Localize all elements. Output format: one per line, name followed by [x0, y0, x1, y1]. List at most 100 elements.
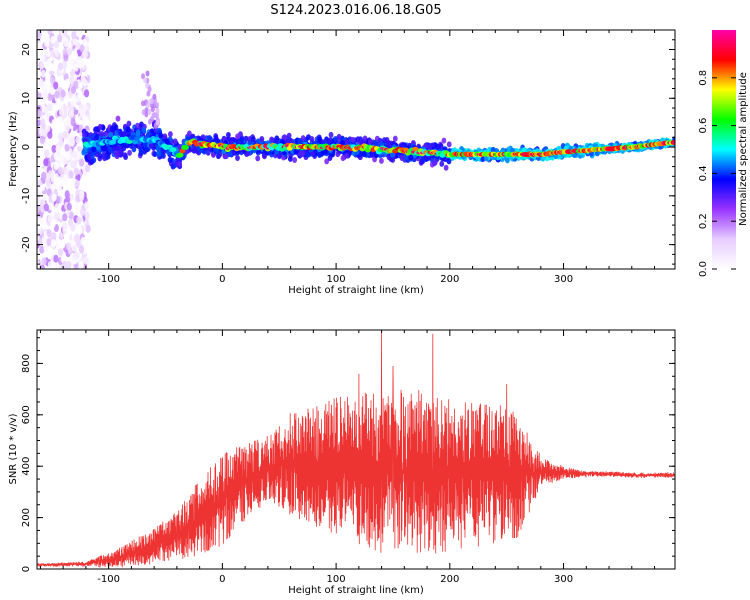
spectral-cell — [37, 31, 41, 40]
spectral-cell — [131, 146, 137, 153]
spectral-cell — [41, 257, 47, 266]
ridge-cell — [412, 146, 419, 152]
spectral-cell — [51, 262, 57, 269]
spectral-cell — [54, 177, 60, 186]
spectral-cell — [51, 193, 57, 202]
spectral-cell — [43, 158, 49, 167]
spectral-cell — [441, 137, 447, 144]
spectral-cell — [155, 107, 160, 114]
spectral-cell — [71, 150, 78, 159]
spectral-cell — [309, 136, 315, 143]
spectral-cell — [76, 56, 82, 65]
spectral-cell — [286, 132, 292, 139]
x-tick-label: 300 — [554, 574, 573, 585]
spectrogram-y-axis-label: Frequency (Hz) — [8, 111, 19, 187]
spectral-cell — [50, 239, 57, 248]
spectral-cell — [73, 252, 79, 261]
spectral-cell — [66, 242, 72, 251]
spectral-cell — [142, 141, 148, 148]
spectral-cell — [75, 30, 82, 38]
spectral-cell — [54, 90, 60, 99]
spectral-cell — [38, 44, 44, 53]
x-tick-label: 200 — [440, 574, 459, 585]
spectral-cell — [143, 77, 148, 84]
spectral-cell — [57, 115, 63, 124]
x-tick-label: 100 — [327, 274, 346, 285]
spectral-cell — [288, 138, 294, 145]
spectral-cell — [71, 244, 78, 253]
spectral-cell — [255, 155, 261, 162]
spectral-cell — [79, 192, 85, 201]
spectral-cell — [66, 202, 72, 211]
spectral-cell — [47, 170, 54, 179]
spectral-cell — [79, 207, 86, 216]
y-tick-label: 0 — [21, 144, 32, 150]
spectral-cell — [99, 130, 105, 137]
spectral-cell — [71, 96, 77, 105]
spectral-cell — [46, 238, 52, 247]
spectral-cell — [152, 112, 157, 119]
y-tick-label: 10 — [21, 92, 32, 105]
spectral-cell — [53, 40, 59, 49]
spectrogram-x-axis-label: Height of straight line (km) — [288, 285, 424, 296]
spectral-cell — [207, 135, 212, 142]
spectral-cell — [75, 135, 81, 144]
spectral-cell — [177, 161, 183, 168]
spectral-cell — [37, 260, 40, 269]
spectral-cell — [332, 136, 338, 143]
spectral-cell — [70, 85, 77, 94]
spectral-cell — [167, 156, 173, 163]
spectral-cell — [344, 152, 350, 159]
spectral-cell — [58, 166, 64, 175]
spectral-cell — [45, 49, 51, 58]
spectral-cell — [58, 107, 65, 116]
spectral-cell — [77, 226, 83, 235]
y-tick-label: 0 — [21, 566, 32, 572]
spectral-cell — [41, 171, 47, 180]
spectral-cell — [141, 109, 146, 116]
spectral-cell — [156, 146, 161, 153]
spectral-cell — [140, 100, 145, 107]
spectral-cell — [115, 115, 121, 122]
spectral-cell — [74, 179, 80, 188]
spectral-cell — [276, 153, 282, 160]
y-tick-label: -20 — [21, 236, 32, 252]
spectral-cell — [135, 122, 140, 129]
spectral-cell — [109, 125, 115, 132]
spectral-cell — [79, 44, 85, 53]
spectral-cell — [62, 221, 68, 230]
spectral-cell — [158, 132, 163, 139]
spectral-cell — [45, 179, 52, 188]
colorbar: 0.0 0.2 0.4 0.6 0.8 Normalized spectral ampl… — [698, 30, 749, 277]
spectral-cell — [379, 157, 384, 164]
spectral-cell — [227, 150, 233, 157]
spectral-cell — [147, 118, 152, 125]
spectral-cell — [37, 195, 41, 204]
spectral-cell — [65, 152, 71, 161]
spectral-cell — [362, 135, 368, 142]
colorbar-label: Normalized spectral amplitude — [738, 72, 749, 226]
spectral-cell — [38, 226, 44, 235]
spectral-cell — [37, 179, 43, 188]
snr-marks — [37, 332, 675, 568]
spectral-cell — [49, 76, 55, 85]
spectral-cell — [118, 130, 124, 137]
spectral-cell — [59, 179, 65, 188]
spectral-cell — [382, 137, 387, 144]
spectral-cell — [53, 118, 59, 127]
spectral-cell — [287, 155, 293, 162]
spectral-cell — [65, 195, 71, 204]
spectral-cell — [81, 149, 87, 156]
spectral-cell — [62, 61, 68, 70]
chart-title: S124.2023.016.06.18.G05 — [270, 3, 441, 18]
spectral-cell — [77, 150, 83, 159]
spectral-cell — [78, 158, 85, 167]
spectral-cell — [58, 132, 64, 141]
y-tick-label: 400 — [21, 457, 32, 476]
spectral-cell — [50, 183, 57, 192]
spectral-cell — [399, 155, 405, 162]
spectral-cell — [235, 133, 240, 140]
spectral-cell — [438, 143, 444, 150]
spectral-cell — [146, 102, 151, 109]
spectral-cell — [44, 149, 50, 158]
